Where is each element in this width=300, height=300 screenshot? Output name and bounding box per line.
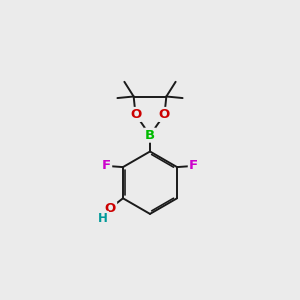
Text: F: F	[189, 159, 198, 172]
Text: O: O	[130, 108, 141, 121]
Text: F: F	[102, 159, 111, 172]
Text: O: O	[105, 202, 116, 215]
Text: H: H	[98, 212, 108, 225]
Text: B: B	[145, 129, 155, 142]
Text: O: O	[159, 108, 170, 121]
